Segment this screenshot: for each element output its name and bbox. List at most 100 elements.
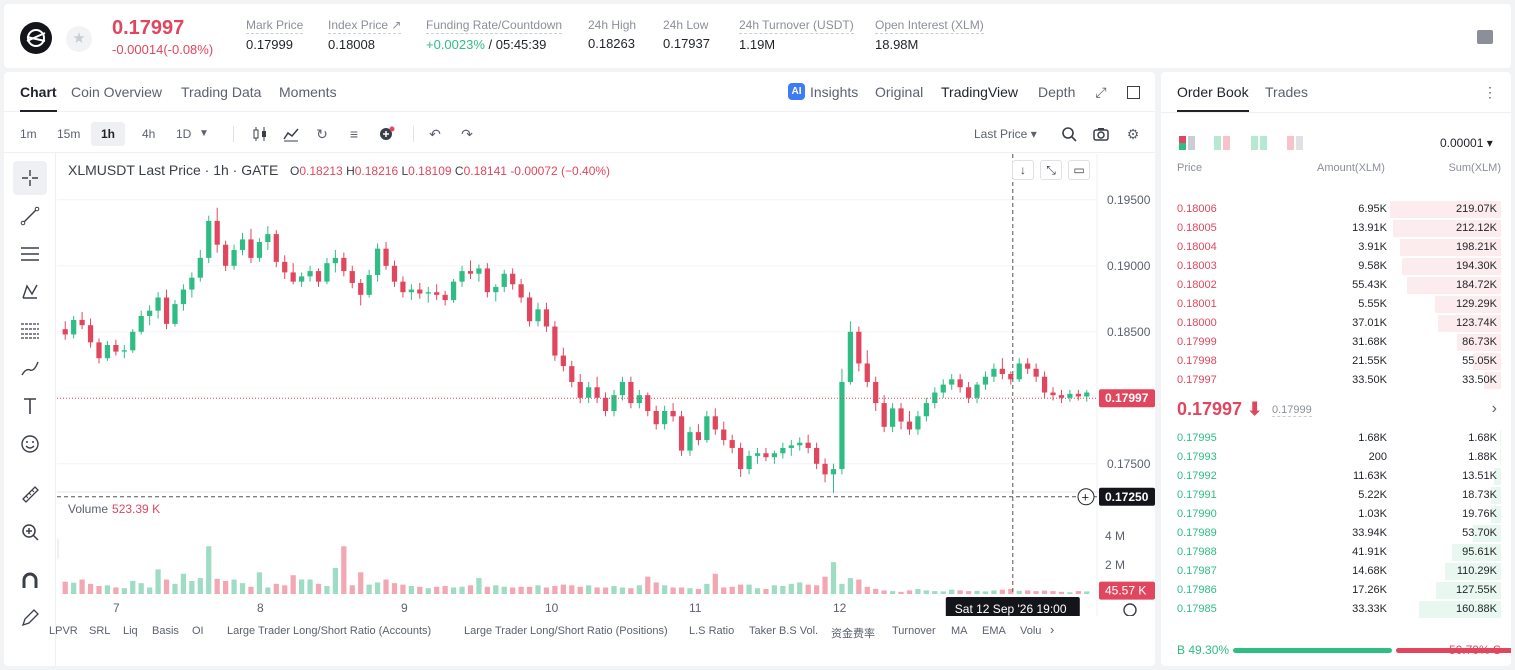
ask-row[interactable]: 0.18006 6.95K 219.07K [1161, 200, 1511, 219]
bid-row[interactable]: 0.17987 14.68K 110.29K [1161, 562, 1511, 581]
search-icon[interactable] [1060, 125, 1078, 143]
bid-row[interactable]: 0.17992 11.63K 13.51K [1161, 467, 1511, 486]
more-options-icon[interactable]: ⋮ [1483, 84, 1497, 100]
bid-row[interactable]: 0.17989 33.94K 53.70K [1161, 524, 1511, 543]
interval-1h[interactable]: 1h [91, 122, 126, 146]
ask-row[interactable]: 0.18004 3.91K 198.21K [1161, 238, 1511, 257]
indicators-icon[interactable] [282, 125, 300, 143]
interval-1d[interactable]: 1D [176, 127, 192, 141]
fibonacci-tool-icon[interactable] [13, 313, 47, 347]
horizontal-lines-tool-icon[interactable] [13, 237, 47, 271]
indicator-ema[interactable]: EMA [982, 625, 1006, 637]
tab-trades[interactable]: Trades [1265, 84, 1309, 100]
indicator-oi[interactable]: OI [192, 625, 204, 637]
trend-line-tool-icon[interactable] [13, 199, 47, 233]
ask-row[interactable]: 0.18003 9.58K 194.30K [1161, 257, 1511, 276]
indicator-ls-positions[interactable]: Large Trader Long/Short Ratio (Positions… [464, 625, 668, 637]
collapse-icon[interactable]: ⤡ [1040, 160, 1062, 180]
indicator-taker-vol[interactable]: Taker B.S Vol. [749, 625, 819, 637]
text-tool-icon[interactable] [13, 389, 47, 423]
bid-row[interactable]: 0.17993 200 1.88K [1161, 448, 1511, 467]
indicator-ma[interactable]: MA [951, 625, 968, 637]
indicator-basis[interactable]: Basis [152, 625, 179, 637]
ask-row[interactable]: 0.17997 33.50K 33.50K [1161, 371, 1511, 390]
indicator-lpvr[interactable]: LPVR [49, 625, 78, 637]
interval-1m[interactable]: 1m [20, 127, 37, 141]
indicator-srl[interactable]: SRL [89, 625, 111, 637]
ask-row[interactable]: 0.18002 55.43K 184.72K [1161, 276, 1511, 295]
tab-coin-overview[interactable]: Coin Overview [71, 84, 163, 100]
brush-tool-icon[interactable] [13, 351, 47, 385]
maximize-icon[interactable]: ▭ [1068, 160, 1090, 180]
redo-icon[interactable]: ↷ [461, 126, 473, 142]
tab-chart[interactable]: Chart [20, 84, 57, 112]
view-original[interactable]: Original [875, 84, 924, 100]
candle-body [704, 416, 710, 441]
stat-label: 24h High [588, 18, 637, 32]
indicator-ls-accounts[interactable]: Large Trader Long/Short Ratio (Accounts) [227, 625, 432, 637]
price-source-select[interactable]: Last Price ▾ [974, 127, 1037, 141]
stat-label[interactable]: Open Interest (XLM) [875, 18, 984, 34]
settings-gear-icon[interactable]: ⚙ [1126, 126, 1140, 142]
ask-row[interactable]: 0.18005 13.91K 212.12K [1161, 219, 1511, 238]
candle-body [298, 276, 305, 282]
view-tradingview[interactable]: TradingView [941, 84, 1019, 100]
candle-body [62, 329, 68, 335]
layout-bids-only-icon[interactable] [1251, 136, 1267, 150]
indicator-turnover[interactable]: Turnover [892, 625, 936, 637]
indicator-volume[interactable]: Volu [1020, 625, 1042, 637]
notebook-icon[interactable] [1477, 30, 1493, 44]
indicator-funding-rate[interactable]: 资金费率 [831, 628, 875, 640]
reset-chart-icon[interactable]: ↻ [316, 126, 328, 142]
stat-label[interactable]: Funding Rate/Countdown [426, 18, 563, 34]
tab-moments[interactable]: Moments [279, 84, 337, 100]
candle-body [991, 368, 997, 377]
bid-row[interactable]: 0.17995 1.68K 1.68K [1161, 429, 1511, 448]
fullscreen-icon[interactable] [1127, 86, 1140, 99]
layout-asks-only-icon[interactable] [1287, 136, 1303, 150]
view-insights[interactable]: Insights [810, 84, 859, 100]
precision-select[interactable]: 0.00001 ▾ [1440, 136, 1493, 150]
add-alert-icon[interactable] [378, 125, 396, 143]
ask-row[interactable]: 0.17999 31.68K 86.73K [1161, 333, 1511, 352]
crosshair-tool-icon[interactable] [13, 161, 47, 195]
measure-ruler-icon[interactable] [13, 477, 47, 511]
scroll-down-icon[interactable]: ↓ [1012, 160, 1034, 180]
bid-row[interactable]: 0.17986 17.26K 127.55K [1161, 581, 1511, 600]
interval-4h[interactable]: 4h [142, 127, 156, 141]
tab-order-book[interactable]: Order Book [1177, 84, 1249, 112]
zoom-in-icon[interactable] [13, 515, 47, 549]
ask-row[interactable]: 0.17998 21.55K 55.05K [1161, 352, 1511, 371]
stat-label[interactable]: Mark Price [246, 18, 304, 34]
indicator-ls-ratio[interactable]: L.S Ratio [689, 625, 735, 637]
interval-15m[interactable]: 15m [57, 127, 81, 141]
favorite-star-icon[interactable]: ★ [66, 26, 92, 52]
view-depth[interactable]: Depth [1038, 84, 1076, 100]
camera-icon[interactable] [1092, 125, 1110, 143]
candlestick-chart-svg[interactable]: 0.19500 0.19000 0.18500 0.17500 4 M 2 M 0.1799… [49, 154, 1155, 619]
layout-bids-icon[interactable] [1214, 136, 1230, 150]
expand-icon[interactable]: ⤢ [1095, 84, 1107, 100]
pattern-tool-icon[interactable] [13, 275, 47, 309]
pencil-lock-icon[interactable] [13, 601, 47, 635]
stat-label[interactable]: Index Price ↗ [328, 18, 402, 34]
indicator-liq[interactable]: Liq [123, 625, 138, 637]
bid-row[interactable]: 0.17990 1.03K 19.76K [1161, 505, 1511, 524]
price-chart[interactable]: 0.19500 0.19000 0.18500 0.17500 4 M 2 M 0.1799… [49, 154, 1155, 619]
tab-trading-data[interactable]: Trading Data [181, 84, 262, 100]
ask-row[interactable]: 0.18000 37.01K 123.74K [1161, 314, 1511, 333]
undo-icon[interactable]: ↶ [429, 126, 441, 142]
chevron-right-icon[interactable]: › [1050, 622, 1055, 637]
templates-icon[interactable]: ≡ [349, 126, 359, 142]
magnet-icon[interactable] [13, 565, 47, 599]
chevron-right-icon[interactable]: › [1491, 400, 1497, 417]
interval-dropdown-icon[interactable]: ▼ [199, 128, 209, 139]
emoji-tool-icon[interactable] [13, 427, 47, 461]
ask-row[interactable]: 0.18001 5.55K 129.29K [1161, 295, 1511, 314]
candle-type-icon[interactable] [251, 125, 269, 143]
bid-row[interactable]: 0.17988 41.91K 95.61K [1161, 543, 1511, 562]
bid-row[interactable]: 0.17985 33.33K 160.88K [1161, 600, 1511, 619]
stat-label[interactable]: 24h Turnover (USDT) [739, 18, 854, 34]
bid-row[interactable]: 0.17991 5.22K 18.73K [1161, 486, 1511, 505]
layout-both-icon[interactable] [1179, 136, 1195, 150]
